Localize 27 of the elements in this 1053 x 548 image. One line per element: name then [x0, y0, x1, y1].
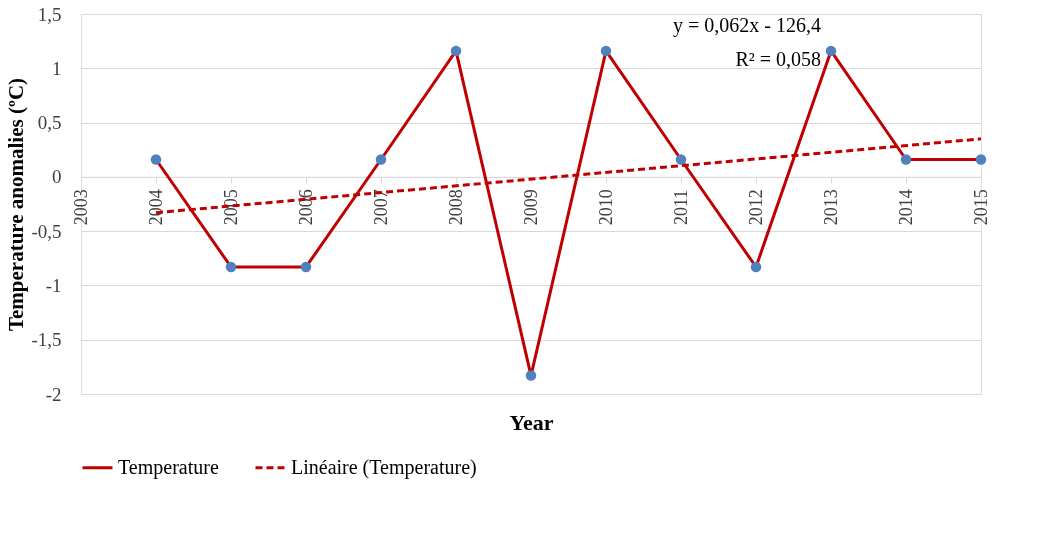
legend-label: Linéaire (Temperature) [291, 455, 477, 479]
x-tick-label: 2003 [70, 189, 91, 226]
y-tick-label: -1,5 [31, 329, 62, 351]
y-tick-label: 1 [52, 57, 62, 79]
annotation: R² = 0,058 [735, 48, 821, 70]
x-tick-label: 2009 [520, 189, 541, 226]
y-tick-label: 0 [52, 166, 62, 188]
x-tick-label: 2011 [670, 189, 691, 226]
x-tick-label: 2012 [745, 189, 766, 226]
legend-label: Temperature [118, 455, 219, 479]
x-axis-title: Year [509, 409, 554, 435]
x-tick-label: 2005 [220, 189, 241, 226]
annotation: y = 0,062x - 126,4 [673, 14, 821, 37]
x-tick-label: 2010 [595, 189, 616, 226]
y-tick-label: -2 [45, 383, 62, 405]
x-tick-label: 2006 [295, 189, 316, 226]
x-tick-label: 2004 [145, 189, 166, 226]
x-tick-label: 2014 [895, 189, 916, 226]
y-tick-label: 1,5 [37, 3, 62, 25]
x-tick-label: 2007 [370, 189, 391, 226]
y-tick-label: -1 [45, 274, 62, 296]
x-tick-label: 2013 [820, 189, 841, 226]
y-tick-label: -0,5 [31, 220, 62, 242]
y-axis-title: Temperature anomalies (ºC) [4, 77, 29, 332]
x-tick-label: 2015 [970, 189, 991, 226]
x-tick-label: 2008 [445, 189, 466, 226]
y-tick-label: 0,5 [37, 112, 62, 134]
